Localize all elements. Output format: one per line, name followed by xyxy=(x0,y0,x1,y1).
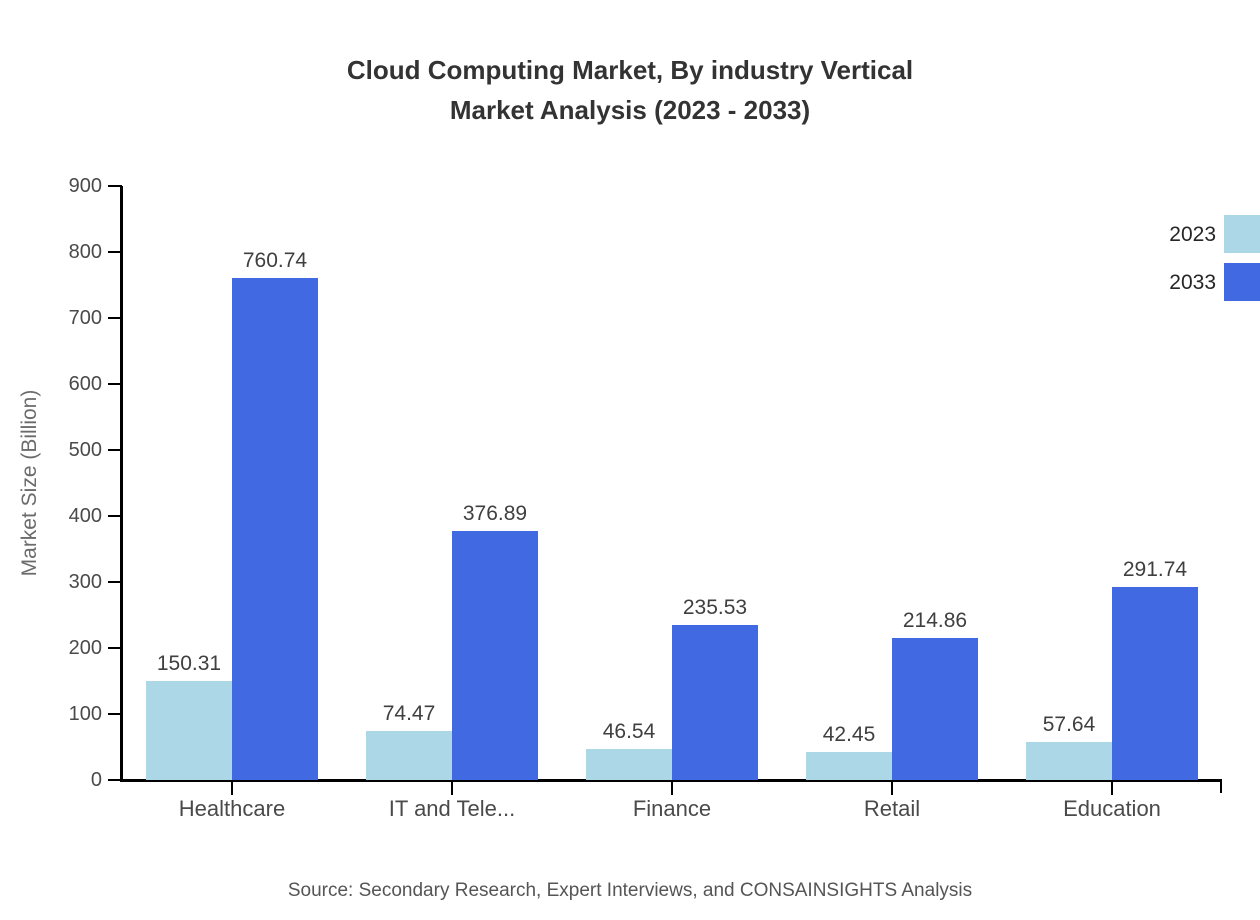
chart-title-line-2: Market Analysis (2023 - 2033) xyxy=(449,95,811,125)
x-axis-right-cap xyxy=(1219,779,1223,793)
bar-value-label: 235.53 xyxy=(682,595,748,619)
y-tick-mark xyxy=(108,250,122,254)
legend-item[interactable]: 2033 xyxy=(1120,258,1260,306)
bar-value-label: 42.45 xyxy=(822,722,876,746)
x-tick-label: Healthcare xyxy=(178,796,286,821)
y-tick-label: 200 xyxy=(68,637,102,659)
x-tick-mark xyxy=(670,781,674,795)
bar-value-label: 760.74 xyxy=(242,248,308,272)
y-tick-mark xyxy=(108,184,122,188)
x-axis-spine xyxy=(120,779,1222,782)
bar-value-label: 291.74 xyxy=(1122,558,1188,582)
bar[interactable] xyxy=(146,680,232,780)
y-tick-mark xyxy=(108,514,122,518)
x-tick-mark xyxy=(230,781,234,795)
chart-title-line-1: Cloud Computing Market, By industry Vert… xyxy=(346,55,914,85)
x-tick-mark xyxy=(450,781,454,795)
y-tick-label: 100 xyxy=(68,703,102,725)
bar[interactable] xyxy=(1026,741,1112,780)
chart-legend: 2023 2033 xyxy=(1120,210,1260,306)
bar[interactable] xyxy=(586,749,672,780)
chart-title: Cloud Computing Market, By industry Vert… xyxy=(0,50,1260,130)
y-axis-title: Market Size (Billion) xyxy=(18,389,41,577)
bar-value-label: 57.64 xyxy=(1042,712,1096,736)
x-tick-label: IT and Tele... xyxy=(388,796,516,821)
bar-value-label: 214.86 xyxy=(902,609,968,633)
y-tick-label: 500 xyxy=(68,439,102,461)
x-tick-label: Finance xyxy=(632,796,712,821)
source-note: Source: Secondary Research, Expert Inter… xyxy=(287,880,973,901)
y-tick-mark xyxy=(108,382,122,386)
bar[interactable] xyxy=(366,730,452,780)
legend-swatch xyxy=(1224,263,1260,301)
x-tick-label: Education xyxy=(1063,796,1161,821)
y-tick-mark xyxy=(108,712,122,716)
bar[interactable] xyxy=(1112,587,1198,780)
bar[interactable] xyxy=(892,638,978,780)
bar-value-label: 74.47 xyxy=(382,701,436,725)
bar-value-label: 376.89 xyxy=(462,502,528,526)
y-tick-label: 900 xyxy=(68,175,102,197)
y-tick-mark xyxy=(108,778,122,782)
y-tick-label: 0 xyxy=(90,769,102,791)
y-tick-mark xyxy=(108,646,122,650)
legend-item[interactable]: 2023 xyxy=(1120,210,1260,258)
y-tick-label: 600 xyxy=(68,373,102,395)
legend-swatch xyxy=(1224,215,1260,253)
y-tick-label: 300 xyxy=(68,571,102,593)
bar[interactable] xyxy=(452,531,538,780)
x-tick-label: Retail xyxy=(863,796,921,821)
bar-value-label: 150.31 xyxy=(156,651,222,675)
x-tick-mark xyxy=(1110,781,1114,795)
y-tick-label: 800 xyxy=(68,241,102,263)
x-tick-mark xyxy=(890,781,894,795)
legend-item-label: 2023 xyxy=(1169,223,1216,246)
bar[interactable] xyxy=(232,277,318,780)
y-tick-label: 700 xyxy=(68,307,102,329)
y-tick-mark xyxy=(108,448,122,452)
bar[interactable] xyxy=(806,751,892,780)
y-tick-label: 400 xyxy=(68,505,102,527)
legend-item-label: 2033 xyxy=(1169,271,1216,294)
y-axis-spine xyxy=(120,186,123,782)
y-tick-mark xyxy=(108,316,122,320)
bar[interactable] xyxy=(672,624,758,780)
bar-value-label: 46.54 xyxy=(602,720,656,744)
y-tick-mark xyxy=(108,580,122,584)
